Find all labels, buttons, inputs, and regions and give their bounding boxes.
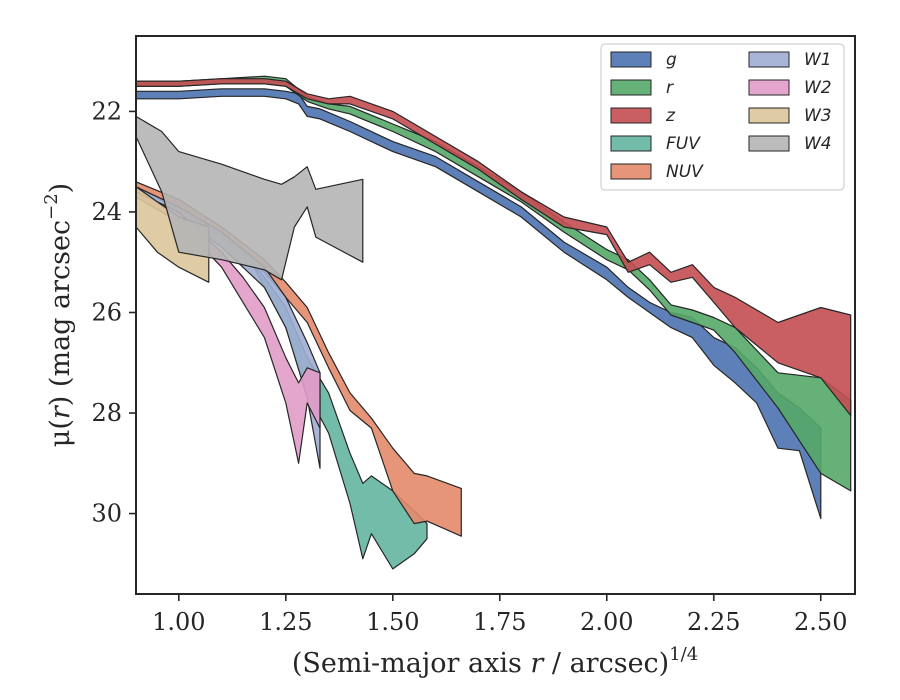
area-band-r [136, 75, 852, 492]
x-tick-label: 2.50 [794, 608, 847, 636]
legend-label-w1: W1 [804, 50, 832, 70]
y-tick-label: 26 [91, 298, 122, 326]
legend-label-z: z [665, 106, 676, 126]
legend-label-fuv: FUV [666, 134, 701, 154]
x-tick-label: 1.00 [152, 608, 205, 636]
legend-label-w3: W3 [804, 106, 832, 126]
legend-label-nuv: NUV [666, 162, 704, 182]
y-axis-title: μ(r) (mag arcsec−2) [41, 183, 76, 447]
legend-label-w2: W2 [804, 78, 832, 98]
legend-swatch-z [610, 107, 652, 124]
legend-swatch-r [610, 79, 652, 96]
legend-label-r: r [666, 78, 674, 98]
y-axis: 22 24 26 28 30 [91, 97, 136, 528]
legend-swatch-w4 [748, 135, 790, 152]
y-tick-label: 24 [91, 198, 122, 226]
legend-swatch-w1 [748, 51, 790, 68]
y-tick-label: 28 [91, 399, 122, 427]
area-band-w2 [136, 191, 321, 464]
legend: grz FUV NUV W1 W2 W3 W4 [600, 43, 845, 191]
legend-swatch-fuv [610, 135, 652, 152]
x-tick-label: 1.25 [259, 608, 312, 636]
x-axis-title: (Semi-major axis r / arcsec)1/4 [292, 644, 698, 679]
area-band-w3 [136, 186, 210, 283]
legend-swatch-g [610, 51, 652, 68]
x-tick-label: 2.00 [580, 608, 633, 636]
x-tick-label: 2.25 [687, 608, 740, 636]
series-areas [136, 75, 852, 570]
legend-swatch-w3 [748, 107, 790, 124]
x-axis: 1.00 1.25 1.50 1.75 2.00 2.25 2.50 [152, 594, 847, 636]
area-band-g [136, 88, 822, 520]
y-tick-label: 22 [91, 97, 122, 125]
legend-swatch-w2 [748, 79, 790, 96]
legend-swatch-nuv [610, 163, 652, 180]
area-band-w4 [136, 115, 364, 281]
x-tick-label: 1.50 [366, 608, 419, 636]
legend-label-w4: W4 [804, 134, 832, 154]
legend-label-g: g [666, 50, 677, 70]
y-tick-label: 30 [91, 500, 122, 528]
plot-frame [135, 35, 856, 595]
x-tick-label: 1.75 [473, 608, 526, 636]
area-band-z [136, 78, 852, 417]
